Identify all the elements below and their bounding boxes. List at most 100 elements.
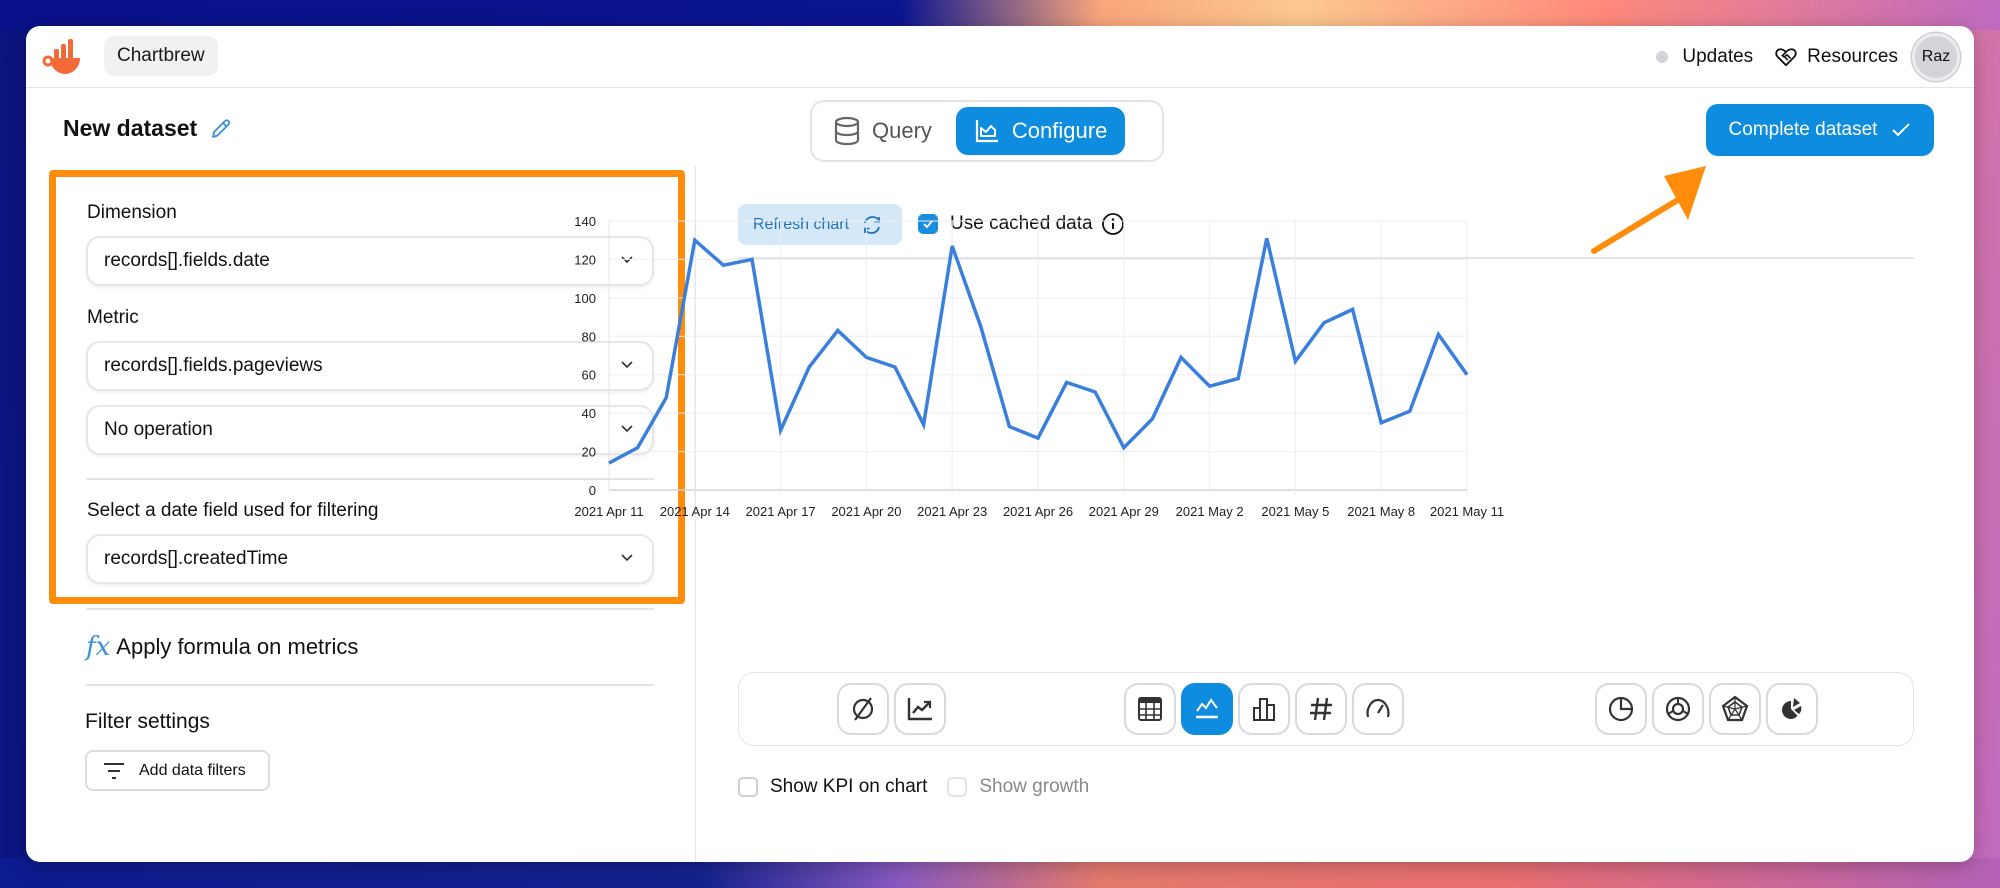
chart-options-row: Show KPI on chart Show growth	[738, 776, 1089, 798]
use-cached-data-toggle[interactable]: Use cached data	[918, 212, 1125, 236]
y-tick-label: 140	[574, 214, 596, 229]
line-chart: 0 20 40 60 80 100 120 140 2021 Apr 11 2021 Apr 14…	[574, 214, 1504, 519]
project-name-chip[interactable]: Chartbrew	[104, 36, 218, 76]
add-data-filters-button[interactable]: Add data filters	[85, 750, 270, 791]
dimension-label: Dimension	[87, 202, 177, 223]
operation-value: No operation	[104, 419, 213, 440]
x-tick-label: 2021 May 5	[1261, 504, 1329, 519]
resources-link[interactable]: Resources	[1775, 46, 1898, 68]
gauge-icon	[1366, 698, 1390, 718]
chart-type-doughnut[interactable]	[1652, 683, 1704, 735]
x-tick-label: 2021 Apr 20	[831, 504, 901, 519]
apply-formula-link[interactable]: fx Apply formula on metrics	[86, 632, 358, 662]
chart-type-line[interactable]	[1181, 683, 1233, 735]
x-tick-label: 2021 Apr 17	[746, 504, 816, 519]
section-divider	[86, 684, 654, 686]
updates-label: Updates	[1682, 46, 1754, 67]
pencil-edit-icon[interactable]	[209, 117, 233, 141]
show-growth-checkbox[interactable]	[947, 777, 968, 797]
date-filter-label: Select a date field used for filtering	[87, 500, 379, 521]
filter-lines-icon	[104, 762, 124, 779]
use-cached-data-checkbox[interactable]	[918, 214, 938, 234]
y-tick-label: 80	[582, 329, 596, 344]
chart-toolbar-divider	[738, 257, 1914, 259]
y-tick-label: 40	[582, 406, 596, 421]
top-navbar: Chartbrew Updates Resources Raz	[26, 26, 1974, 88]
tab-query[interactable]: Query	[816, 107, 950, 155]
metric-label: Metric	[87, 307, 139, 328]
y-tick-label: 0	[589, 483, 596, 498]
dataset-title: New dataset	[63, 115, 233, 142]
header-actions: Updates Resources Raz	[1656, 32, 1960, 82]
empty-set-icon	[852, 697, 874, 721]
dimension-select[interactable]: records[].fields.date	[86, 236, 654, 286]
show-growth-label[interactable]: Show growth	[979, 776, 1090, 797]
show-kpi-checkbox[interactable]	[738, 777, 758, 797]
chart-type-radar[interactable]	[1709, 683, 1761, 735]
date-filter-value: records[].createdTime	[104, 548, 289, 569]
apply-formula-label: Apply formula on metrics	[116, 634, 359, 659]
chartbrew-logo-icon[interactable]	[42, 36, 84, 78]
x-tick-label: 2021 Apr 11	[574, 504, 643, 519]
section-divider	[86, 478, 654, 480]
dataset-title-text: New dataset	[63, 115, 198, 141]
chart-type-kpi[interactable]	[1295, 683, 1347, 735]
complete-dataset-button[interactable]: Complete dataset	[1706, 104, 1934, 156]
chart-type-trend[interactable]	[894, 683, 946, 735]
function-fx-icon: fx	[86, 632, 111, 662]
user-avatar[interactable]: Raz	[1912, 33, 1960, 81]
configuration-panel	[26, 166, 696, 862]
date-filter-select[interactable]: records[].createdTime	[86, 534, 654, 584]
x-tick-label: 2021 Apr 26	[1003, 504, 1073, 519]
resources-label: Resources	[1807, 46, 1898, 67]
chart-type-polar[interactable]	[1766, 683, 1818, 735]
operation-select[interactable]: No operation	[86, 405, 654, 455]
filter-settings-title: Filter settings	[85, 710, 210, 733]
refresh-chart-label: Refresh chart	[753, 215, 850, 233]
metric-select[interactable]: records[].fields.pageviews	[86, 341, 654, 391]
polar-area-icon	[1782, 698, 1802, 719]
table-icon	[1138, 697, 1162, 721]
doughnut-chart-icon	[1665, 696, 1691, 722]
y-tick-label: 20	[582, 445, 596, 460]
chart-type-table[interactable]	[1124, 683, 1176, 735]
y-tick-label: 60	[582, 368, 596, 383]
x-tick-label: 2021 Apr 29	[1089, 504, 1159, 519]
section-divider	[86, 608, 654, 610]
desktop-background	[0, 0, 2000, 30]
radar-chart-icon	[1721, 695, 1749, 722]
chart-type-clear[interactable]	[837, 683, 889, 735]
annotation-arrow-icon	[1591, 166, 1706, 254]
check-icon	[923, 220, 933, 229]
line-chart-icon	[1196, 698, 1218, 719]
status-dot-icon	[1656, 51, 1669, 63]
info-icon[interactable]	[1101, 212, 1125, 236]
chevron-down-icon	[621, 361, 633, 369]
trend-chart-icon	[907, 698, 932, 721]
hash-icon	[1310, 697, 1332, 721]
y-tick-label: 100	[574, 291, 596, 306]
add-data-filters-label: Add data filters	[139, 761, 246, 779]
database-icon	[834, 116, 860, 146]
tab-configure[interactable]: Configure	[955, 107, 1126, 155]
chart-type-gauge[interactable]	[1352, 683, 1404, 735]
heart-handshake-icon	[1775, 48, 1797, 67]
use-cached-data-label: Use cached data	[950, 213, 1093, 234]
updates-link[interactable]: Updates	[1656, 46, 1753, 68]
complete-dataset-label: Complete dataset	[1728, 119, 1878, 140]
pie-chart-icon	[1608, 696, 1634, 722]
query-configure-tabs: Query Configure	[810, 100, 1164, 162]
chart-type-pie[interactable]	[1595, 683, 1647, 735]
x-tick-label: 2021 May 8	[1347, 504, 1415, 519]
chart-type-bar[interactable]	[1238, 683, 1290, 735]
refresh-chart-button[interactable]: Refresh chart	[738, 204, 902, 245]
pageviews-line[interactable]	[608, 236, 1469, 465]
checkmark-icon	[1892, 123, 1911, 137]
desktop-background-bottom	[0, 858, 2000, 888]
show-kpi-label[interactable]: Show KPI on chart	[770, 776, 928, 797]
tab-query-label: Query	[872, 118, 932, 143]
chevron-down-icon	[621, 256, 633, 264]
x-tick-label: 2021 May 11	[1430, 504, 1504, 519]
dimension-value: records[].fields.date	[104, 250, 270, 271]
x-tick-label: 2021 Apr 14	[660, 504, 730, 519]
